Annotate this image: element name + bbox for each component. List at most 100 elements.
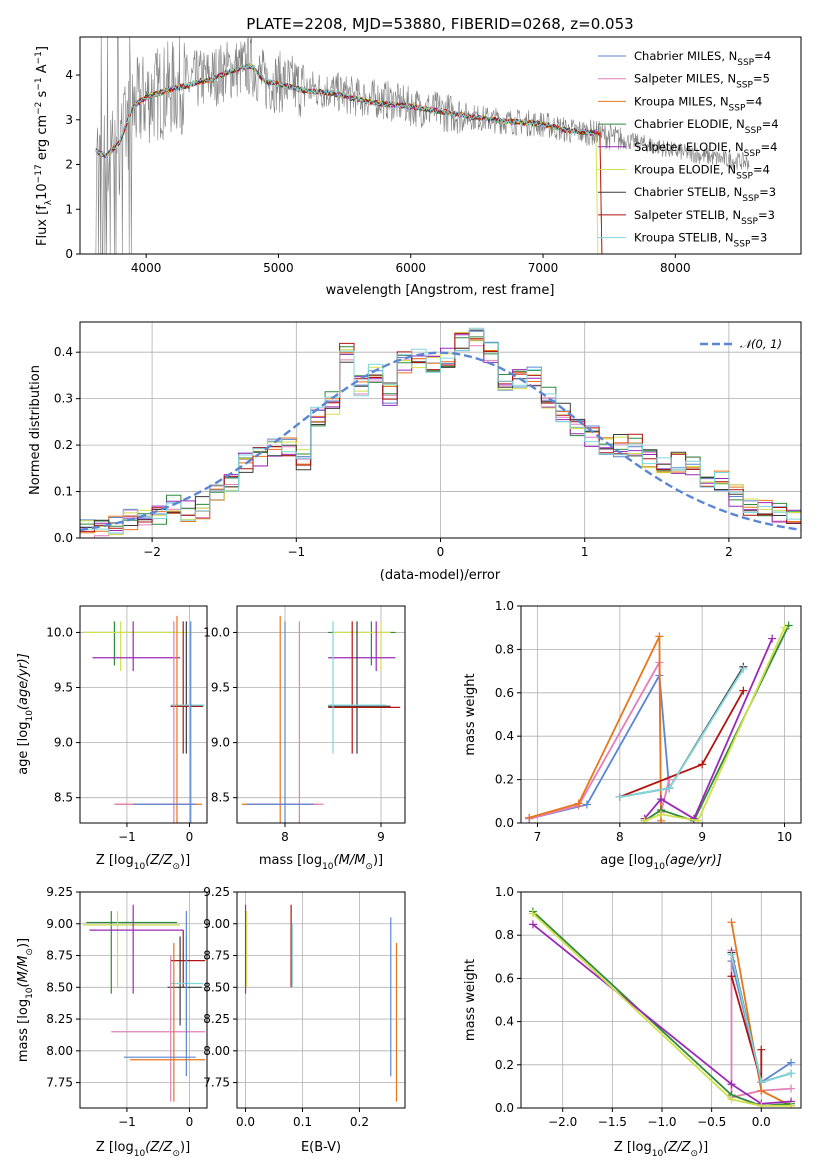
x-tick-label: 0	[186, 830, 194, 844]
y-tick-label: 0.8	[495, 642, 514, 656]
plot-frame	[236, 891, 406, 1109]
legend-label: Chabrier STELIB, NSSP=3	[634, 185, 776, 204]
x-axis-label: Z [log10(Z/Z⊙)]	[614, 1140, 708, 1159]
legend-label: Salpeter MILES, NSSP=5	[634, 72, 770, 91]
y-tick-label: 8.75	[203, 949, 230, 963]
data-point-marker	[784, 621, 793, 630]
data-point-marker	[657, 795, 665, 804]
x-axis-label: Z [log10(Z/Z⊙)]	[96, 1140, 190, 1159]
y-axis-label: Flux [fλ10−17 erg cm−2 s−1 A−1]	[34, 46, 54, 246]
x-tick-label: 0	[186, 1115, 194, 1129]
axes-spectrum: 4000 5000 6000 7000 8000 0 1 2 3 4 wavelength [Ang…	[34, 36, 802, 298]
clipped-content	[83, 615, 205, 823]
y-tick-label: 9.5	[54, 681, 73, 695]
x-tick-label: 8	[616, 830, 624, 844]
y-tick-label: 9.0	[54, 736, 73, 750]
x-tick-label: −2.0	[548, 1115, 577, 1129]
data-point-marker	[689, 814, 698, 823]
clipped-content	[241, 615, 401, 823]
normal-curve	[80, 351, 801, 532]
y-axis-label: mass weight	[463, 959, 478, 1041]
clipped-content	[80, 327, 801, 538]
x-tick-label: 9	[377, 830, 385, 844]
series-line-chabrier-stelib	[619, 666, 745, 798]
x-tick-label: −1.5	[598, 1115, 627, 1129]
x-tick-label: 7	[534, 830, 542, 844]
x-tick-label: 9	[698, 830, 706, 844]
x-tick-label: 8000	[660, 261, 691, 275]
x-tick-label: 0.1	[293, 1115, 312, 1129]
axes-residuals: −2 −1 0 1 2 0.0 0.1 0.2 0.3 0.4 (data-model)/error…	[28, 321, 802, 583]
plot-frame	[79, 891, 208, 1109]
data-point-marker	[528, 909, 537, 918]
hist-step-kroupa-elodie	[80, 332, 801, 536]
data-point-marker	[787, 1084, 796, 1093]
data-spectrum-line	[95, 37, 750, 254]
y-tick-label: 0.8	[495, 928, 514, 942]
y-tick-label: 0.4	[495, 1015, 514, 1029]
legend-label: Kroupa STELIB, NSSP=3	[634, 231, 767, 250]
x-axis-label: age [log10(age/yr)]	[600, 853, 722, 872]
data-point-marker	[640, 816, 649, 823]
y-tick-label: 8.5	[54, 791, 73, 805]
y-tick-label: 0.6	[495, 686, 514, 700]
plot-frame	[79, 605, 208, 824]
y-tick-label: 9.25	[203, 885, 230, 899]
y-tick-label: 0.0	[495, 1101, 514, 1115]
model-spectrum-kroupa-stelib	[95, 64, 597, 160]
y-tick-label: 8.00	[203, 1044, 230, 1058]
y-tick-label: 0.4	[495, 729, 514, 743]
y-tick-label: 8.50	[203, 980, 230, 994]
data-point-marker	[528, 920, 537, 929]
series-line-chabrier-miles	[528, 672, 671, 820]
y-tick-label: 8.50	[46, 980, 73, 994]
x-tick-label: 6000	[395, 261, 426, 275]
y-tick-label: 0.2	[495, 773, 514, 787]
y-tick-label: 0.0	[54, 531, 73, 545]
y-axis-label: mass weight	[463, 673, 478, 755]
x-tick-label: 8	[281, 830, 289, 844]
y-tick-label: 1.0	[495, 599, 514, 613]
clipped-content	[528, 907, 796, 1108]
clipped-content	[83, 904, 206, 1102]
x-tick-label: 0	[437, 545, 445, 559]
y-tick-label: 0.2	[54, 438, 73, 452]
x-tick-label: −1.0	[647, 1115, 676, 1129]
legend-label: Chabrier MILES, NSSP=4	[634, 49, 771, 68]
legend-label: Kroupa ELODIE, NSSP=4	[634, 163, 770, 182]
series-line-kroupa-miles	[528, 636, 662, 821]
y-tick-label: 10.0	[46, 625, 73, 639]
y-tick-label: 8.25	[46, 1012, 73, 1026]
y-tick-label: 8.25	[203, 1012, 230, 1026]
x-tick-label: 4000	[131, 261, 162, 275]
data-point-marker	[655, 632, 664, 641]
y-tick-label: 1.0	[495, 885, 514, 899]
y-tick-label: 4	[65, 68, 73, 82]
legend-label: Kroupa MILES, NSSP=4	[634, 94, 762, 113]
series-line-salpeter-stelib	[619, 690, 745, 798]
data-point-marker	[615, 792, 624, 801]
y-tick-label: 3	[65, 113, 73, 127]
y-tick-label: 0.4	[54, 345, 73, 359]
data-point-marker	[727, 918, 736, 927]
series-line-kroupa-elodie	[644, 627, 786, 822]
x-tick-label: 0.0	[752, 1115, 771, 1129]
y-tick-label: 2	[65, 158, 73, 172]
y-tick-label: 0.1	[54, 485, 73, 499]
data-point-marker	[739, 664, 748, 673]
data-point-marker	[574, 799, 583, 808]
x-axis-label: Z [log10(Z/Z⊙)]	[96, 853, 190, 872]
series-line-kroupa-stelib	[619, 668, 745, 798]
x-tick-label: 10	[777, 830, 792, 844]
y-tick-label: 9.5	[211, 681, 230, 695]
data-point-marker	[780, 623, 789, 632]
legend-label: 𝒩(0, 1)	[740, 337, 782, 351]
y-tick-label: 9.00	[203, 917, 230, 931]
x-tick-label: −0.5	[697, 1115, 726, 1129]
x-tick-label: −2	[143, 545, 161, 559]
data-point-marker	[757, 1101, 766, 1108]
data-point-marker	[694, 816, 703, 823]
clipped-content	[525, 621, 793, 823]
data-point-marker	[665, 784, 674, 793]
data-point-marker	[757, 1045, 766, 1054]
